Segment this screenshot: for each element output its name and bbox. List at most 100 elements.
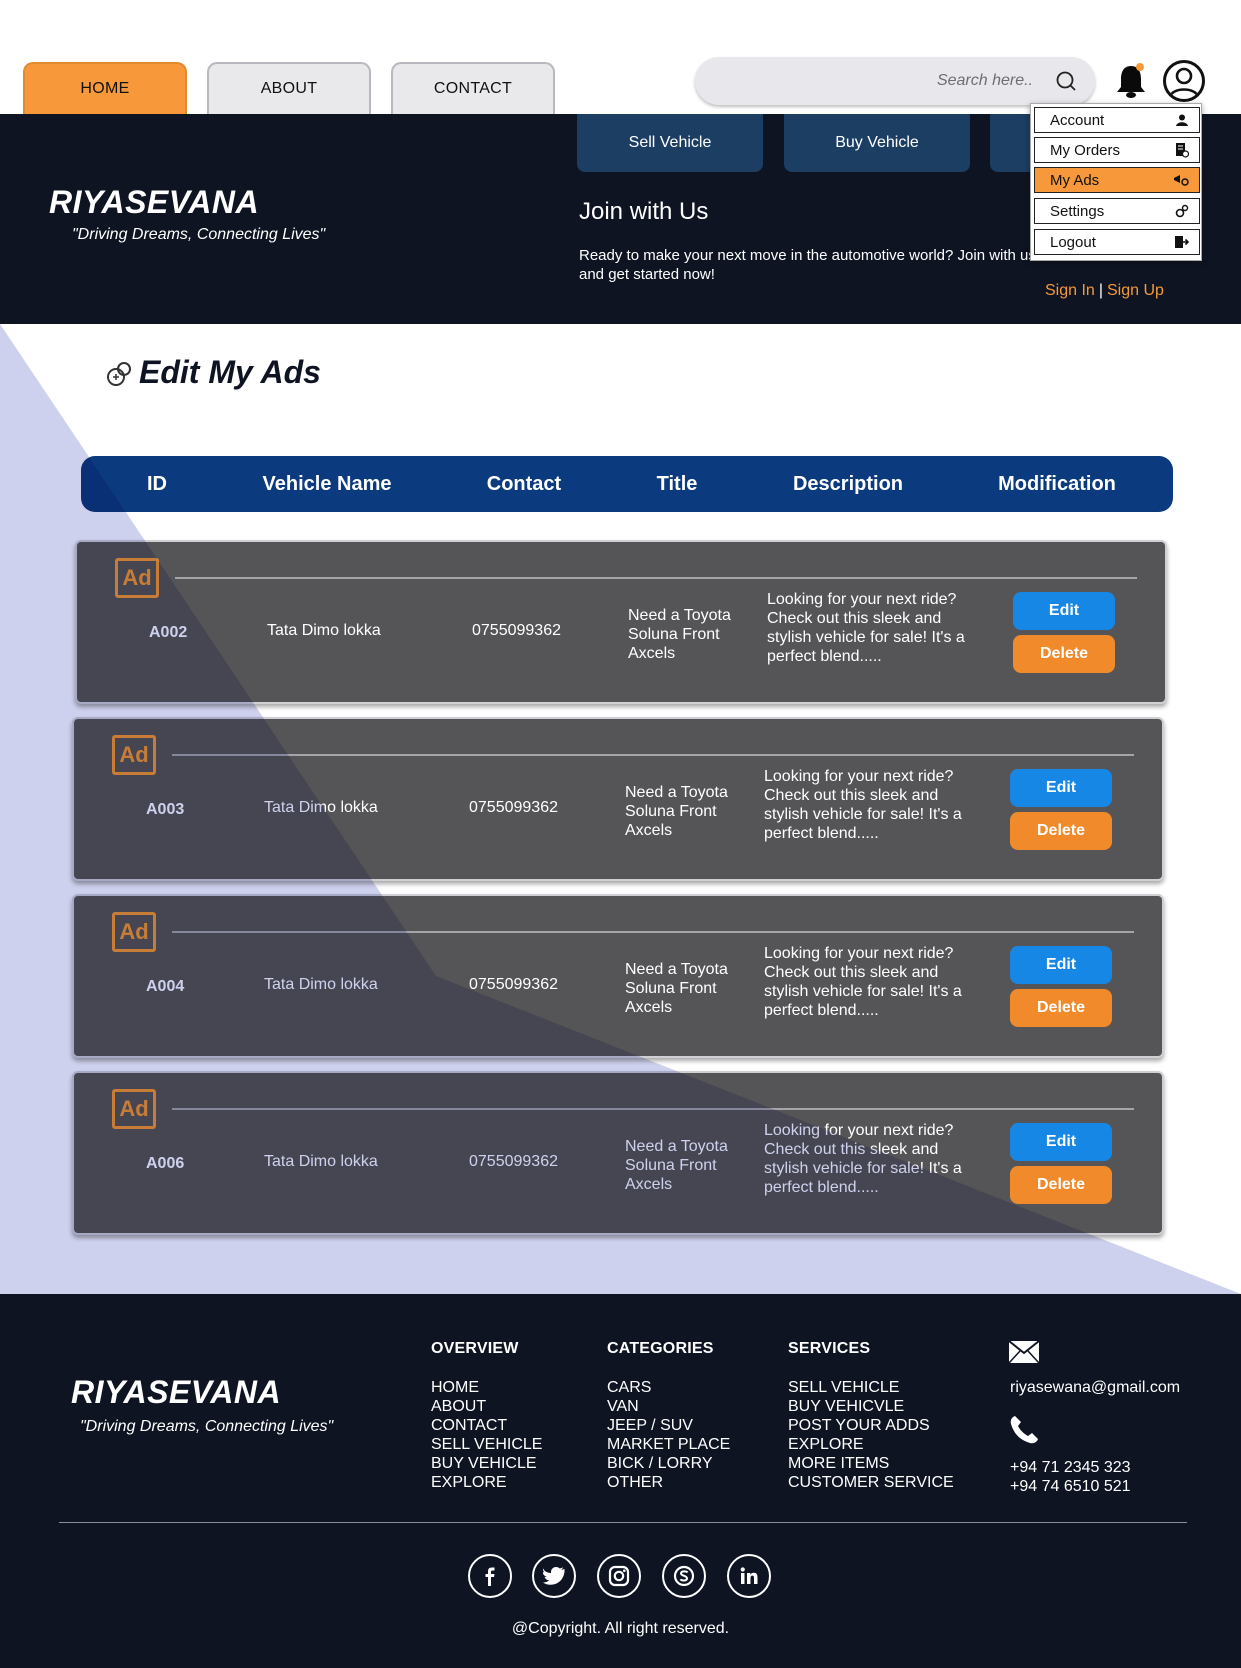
contact-number: 0755099362 — [469, 799, 558, 816]
footer-link[interactable]: ABOUT — [431, 1398, 487, 1415]
ad-badge-icon: Ad — [115, 558, 159, 598]
footer-services-links: SELL VEHICLE BUY VEHICVLE POST YOUR ADDS… — [788, 1378, 954, 1492]
search-icon[interactable] — [1055, 70, 1077, 92]
sign-up-link[interactable]: Sign Up — [1106, 282, 1164, 299]
sell-vehicle-label: Sell Vehicle — [628, 134, 712, 151]
ad-badge-icon: Ad — [112, 912, 156, 952]
edit-button[interactable]: Edit — [1010, 1123, 1112, 1161]
ad-title: Need a Toyota Soluna Front Axcels — [625, 1138, 728, 1193]
menu-item-account[interactable]: Account — [1034, 107, 1200, 133]
footer-link[interactable]: CUSTOMER SERVICE — [788, 1474, 954, 1491]
tab-contact-label: CONTACT — [433, 80, 513, 97]
facebook-icon[interactable] — [468, 1554, 512, 1598]
auth-links: Sign In | Sign Up — [1045, 282, 1164, 300]
ad-id: A006 — [146, 1155, 185, 1172]
ad-title: Need a Toyota Soluna Front Axcels — [625, 784, 728, 839]
footer-link[interactable]: MARKET PLACE — [607, 1436, 731, 1453]
gear-icon — [1175, 204, 1189, 218]
footer-link[interactable]: JEEP / SUV — [607, 1417, 693, 1434]
ad-title: Need a Toyota Soluna Front Axcels — [625, 961, 728, 1016]
footer-link[interactable]: POST YOUR ADDS — [788, 1417, 930, 1434]
menu-item-my-orders[interactable]: My Orders — [1034, 137, 1200, 163]
buy-vehicle-label: Buy Vehicle — [835, 134, 919, 151]
footer-link[interactable]: OTHER — [607, 1474, 663, 1491]
sell-vehicle-button[interactable]: Sell Vehicle — [577, 114, 763, 172]
linkedin-icon[interactable] — [727, 1554, 771, 1598]
footer-link[interactable]: CONTACT — [431, 1417, 508, 1434]
join-title: Join with Us — [579, 198, 709, 225]
tab-contact[interactable]: CONTACT — [391, 62, 555, 114]
vehicle-name: Tata Dimo lokka — [264, 976, 378, 993]
row-divider — [172, 931, 1134, 933]
footer-link[interactable]: SELL VEHICLE — [431, 1436, 543, 1453]
column-header-vehicle-name: Vehicle Name — [262, 473, 392, 495]
footer-tagline: "Driving Dreams, Connecting Lives" — [80, 1418, 334, 1435]
edit-button[interactable]: Edit — [1010, 769, 1112, 807]
footer-email[interactable]: riyasewana@gmail.com — [1010, 1379, 1181, 1396]
edit-button[interactable]: Edit — [1010, 946, 1112, 984]
footer-link[interactable]: SELL VEHICLE — [788, 1379, 900, 1396]
contact-number: 0755099362 — [472, 622, 561, 639]
footer-link[interactable]: BUY VEHICVLE — [788, 1398, 905, 1415]
ad-description: Looking for your next ride? Check out th… — [764, 768, 962, 842]
footer-link[interactable]: CARS — [607, 1379, 652, 1396]
vehicle-name: Tata Dimo lokka — [264, 799, 378, 816]
tab-home-label: HOME — [80, 80, 130, 97]
ad-description: Looking for your next ride? Check out th… — [764, 945, 962, 1019]
footer: RIYASEVANA "Driving Dreams, Connecting L… — [0, 1294, 1241, 1668]
footer-link[interactable]: VAN — [607, 1398, 639, 1415]
join-text: Ready to make your next move in the auto… — [579, 247, 1036, 283]
footer-phone[interactable]: +94 74 6510 521 — [1010, 1478, 1131, 1495]
menu-item-label: My Orders — [1050, 141, 1121, 159]
delete-button[interactable]: Delete — [1010, 1166, 1112, 1204]
menu-item-label: Settings — [1050, 202, 1105, 220]
menu-item-settings[interactable]: Settings — [1034, 198, 1200, 224]
menu-item-logout[interactable]: Logout — [1034, 229, 1200, 255]
ad-title: Need a Toyota Soluna Front Axcels — [628, 607, 731, 662]
ad-id: A002 — [149, 624, 188, 641]
vehicle-name: Tata Dimo lokka — [267, 622, 381, 639]
footer-link[interactable]: EXPLORE — [431, 1474, 507, 1491]
column-header-contact: Contact — [486, 473, 562, 495]
skype-icon[interactable] — [662, 1554, 706, 1598]
footer-phone[interactable]: +94 71 2345 323 — [1010, 1459, 1131, 1476]
brand-logo[interactable]: RIYASEVANA — [49, 184, 260, 220]
menu-item-my-ads[interactable]: My Ads — [1034, 167, 1200, 193]
footer-categories-heading: CATEGORIES — [607, 1340, 714, 1357]
column-header-title: Title — [656, 473, 698, 495]
sign-in-link[interactable]: Sign In — [1045, 282, 1095, 299]
account-dropdown-menu: Account My Orders My Ads Settings Logout — [1030, 103, 1202, 261]
ad-row: Ad A006 Tata Dimo lokka 0755099362 Need … — [72, 1071, 1164, 1235]
tab-about[interactable]: ABOUT — [207, 62, 371, 114]
ad-row: Ad A003 Tata Dimo lokka 0755099362 Need … — [72, 717, 1164, 881]
contact-number: 0755099362 — [469, 976, 558, 993]
footer-link[interactable]: HOME — [431, 1379, 479, 1396]
main-content: Edit My Ads ID Vehicle Name Contact Titl… — [0, 324, 1241, 1294]
footer-brand[interactable]: RIYASEVANA — [71, 1374, 282, 1410]
logout-icon — [1175, 236, 1189, 248]
row-divider — [175, 577, 1137, 579]
footer-link[interactable]: EXPLORE — [788, 1436, 864, 1453]
footer-link[interactable]: BUY VEHICLE — [431, 1455, 537, 1472]
tab-home[interactable]: HOME — [23, 62, 187, 114]
twitter-icon[interactable] — [532, 1554, 576, 1598]
notification-bell-icon[interactable] — [1113, 62, 1149, 100]
mail-icon — [1008, 1340, 1040, 1364]
delete-button[interactable]: Delete — [1013, 635, 1115, 673]
page-title: Edit My Ads — [139, 354, 321, 390]
footer-link[interactable]: BICK / LORRY — [607, 1455, 713, 1472]
footer-services-heading: SERVICES — [788, 1340, 871, 1357]
edit-button[interactable]: Edit — [1013, 592, 1115, 630]
footer-link[interactable]: MORE ITEMS — [788, 1455, 890, 1472]
delete-button[interactable]: Delete — [1010, 812, 1112, 850]
buy-vehicle-button[interactable]: Buy Vehicle — [784, 114, 970, 172]
footer-categories-links: CARS VAN JEEP / SUV MARKET PLACE BICK / … — [607, 1378, 730, 1492]
user-avatar-icon[interactable] — [1163, 60, 1205, 102]
copyright-text: @Copyright. All right reserved. — [511, 1620, 730, 1637]
orders-icon — [1176, 143, 1189, 158]
delete-button[interactable]: Delete — [1010, 989, 1112, 1027]
row-divider — [172, 754, 1134, 756]
footer-divider — [59, 1522, 1187, 1523]
instagram-icon[interactable] — [597, 1554, 641, 1598]
search-input[interactable]: Search here.. — [695, 57, 1095, 105]
